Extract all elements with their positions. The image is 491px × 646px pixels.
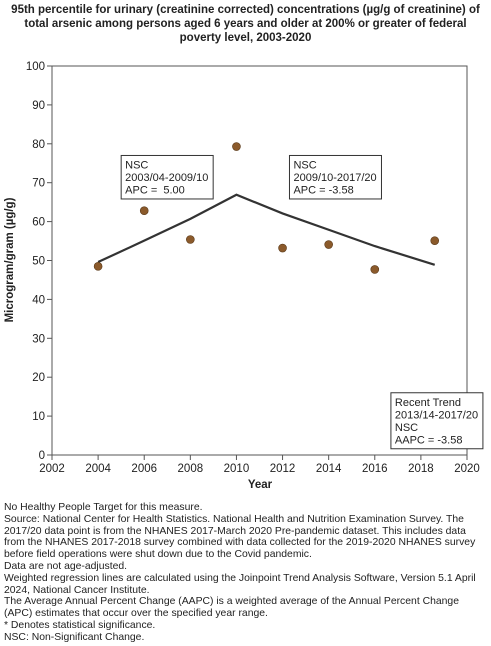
annotation-text: APC = 5.00 bbox=[125, 184, 185, 196]
annotation-border bbox=[288, 154, 382, 200]
data-point bbox=[139, 206, 149, 216]
x-axis: 2002 2004 2006 2008 2010 2012 2014 2016 2018 2020 bbox=[39, 455, 480, 475]
annotation-text: Recent Trend bbox=[395, 397, 461, 409]
data-point bbox=[232, 142, 241, 151]
y-axis: 0 10 20 30 40 50 60 70 80 90 100 bbox=[26, 61, 52, 462]
data-point bbox=[186, 235, 195, 244]
annotation-text: NSC bbox=[125, 159, 148, 171]
trend-line bbox=[97, 193, 436, 266]
x-tick-label: 2010 bbox=[224, 463, 250, 475]
annotation-text: 2013/14-2017/20 bbox=[395, 409, 478, 421]
annotation-text: AAPC = -3.58 bbox=[395, 434, 463, 446]
y-tick-label: 100 bbox=[26, 61, 45, 73]
note-line: Data are not age-adjusted. bbox=[4, 560, 128, 572]
note-line: * Denotes statistical significance. bbox=[4, 619, 156, 631]
annotation-text: 2003/04-2009/10 bbox=[125, 172, 208, 184]
annotation-border bbox=[120, 154, 214, 200]
data-points bbox=[93, 142, 440, 274]
x-tick-label: 2020 bbox=[454, 463, 480, 475]
annotation-text: 2009/10-2017/20 bbox=[293, 172, 376, 184]
data-point bbox=[324, 240, 333, 249]
x-tick-label: 2016 bbox=[362, 463, 388, 475]
x-tick-label: 2018 bbox=[408, 463, 434, 475]
data-point bbox=[370, 265, 380, 274]
x-tick-label: 2002 bbox=[39, 463, 65, 475]
y-tick-label: 60 bbox=[32, 217, 45, 229]
data-point bbox=[278, 243, 287, 253]
x-axis-title: Year bbox=[248, 479, 273, 491]
y-tick-label: 50 bbox=[32, 256, 45, 268]
note-line: Source: National Center for Health Stati… bbox=[4, 513, 476, 561]
x-tick-label: 2014 bbox=[316, 463, 342, 475]
y-tick-label: 70 bbox=[32, 178, 45, 190]
note-line: NSC: Non-Significant Change. bbox=[4, 631, 145, 643]
y-axis-title: Microgram/gram (µg/g) bbox=[4, 197, 16, 322]
annotation-border bbox=[390, 392, 484, 450]
note-line: Weighted regression lines are calculated… bbox=[4, 572, 476, 596]
annotation-text: APC = -3.58 bbox=[293, 184, 353, 196]
y-tick-label: 0 bbox=[39, 450, 45, 462]
data-point bbox=[93, 262, 103, 271]
trend-lines bbox=[97, 193, 436, 266]
x-tick-label: 2004 bbox=[85, 463, 111, 475]
y-tick-label: 80 bbox=[32, 139, 45, 151]
chart-title: 95th percentile for urinary (creatinine … bbox=[11, 4, 480, 44]
x-tick-label: 2012 bbox=[270, 463, 296, 475]
y-tick-label: 40 bbox=[32, 294, 45, 306]
y-tick-label: 10 bbox=[32, 411, 45, 423]
x-tick-label: 2006 bbox=[131, 463, 157, 475]
note-line: No Healthy People Target for this measur… bbox=[4, 502, 203, 513]
x-tick-label: 2008 bbox=[178, 463, 204, 475]
annotation-text: NSC bbox=[395, 422, 418, 434]
y-tick-label: 90 bbox=[32, 100, 45, 112]
data-point bbox=[430, 236, 440, 245]
annotation-text: NSC bbox=[293, 159, 316, 171]
notes: No Healthy People Target for this measur… bbox=[4, 502, 488, 644]
y-tick-label: 20 bbox=[32, 372, 45, 384]
y-tick-label: 30 bbox=[32, 333, 45, 345]
note-line: The Average Annual Percent Change (AAPC)… bbox=[4, 596, 459, 620]
